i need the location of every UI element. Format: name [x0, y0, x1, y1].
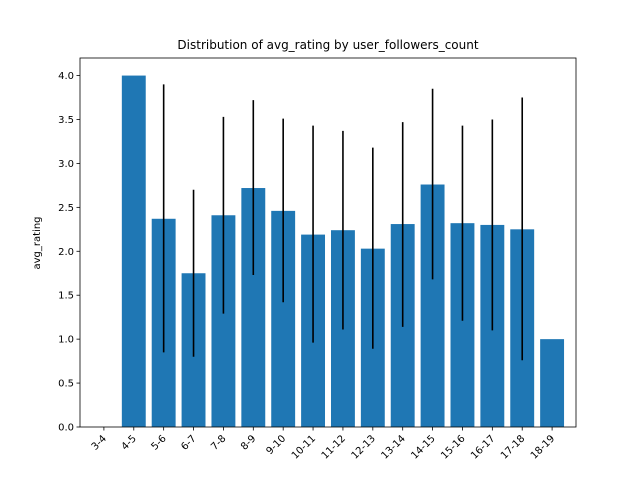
bar-4-5 [121, 75, 146, 428]
bar-8-9 [241, 188, 266, 427]
y-tick-label: 1.5 [58, 291, 74, 302]
y-tick-label: 4.0 [58, 71, 74, 82]
x-tick-label: 18-19 [529, 433, 557, 461]
x-tick-label: 9-10 [264, 433, 288, 457]
bar-18-19 [540, 339, 565, 427]
axes-frame [79, 57, 577, 428]
plot-area: 0.0 0.5 1.0 1.5 2.0 2.5 3.0 3.5 4.0 3-4 4-5 5-6 6-7 7… [58, 57, 577, 462]
x-tick-label: 16-17 [469, 433, 497, 461]
y-tick-label: 3.5 [58, 115, 74, 126]
x-tick-label: 13-14 [379, 433, 407, 461]
y-tick-label: 2.0 [58, 247, 74, 258]
x-tick-label: 12-13 [350, 433, 378, 461]
x-tick-label: 3-4 [90, 433, 109, 452]
x-tick-label: 14-15 [409, 433, 437, 461]
x-tick-label: 10-11 [290, 433, 318, 461]
x-tick-label: 5-6 [149, 433, 168, 452]
y-tick-label: 1.0 [58, 335, 74, 346]
y-tick-label: 2.5 [58, 203, 74, 214]
x-tick-label: 11-12 [320, 433, 348, 461]
x-tick-label: 15-16 [439, 433, 467, 461]
bar-9-10 [271, 210, 296, 427]
x-tick-label: 6-7 [179, 433, 198, 452]
y-tick-label: 3.0 [58, 159, 74, 170]
bar-15-16 [450, 223, 475, 427]
bar-14-15 [420, 184, 445, 427]
y-axis-label: avg_rating [32, 216, 43, 269]
x-tick-label: 8-9 [239, 433, 258, 452]
bar-7-8 [211, 215, 236, 427]
x-tick-label: 4-5 [120, 433, 139, 452]
chart-title: Distribution of avg_rating by user_follo… [177, 38, 478, 52]
x-tick-label: 17-18 [499, 433, 527, 461]
y-tick-label: 0.0 [58, 423, 74, 434]
x-tick-label: 7-8 [209, 433, 228, 452]
y-tick-label: 0.5 [58, 379, 74, 390]
